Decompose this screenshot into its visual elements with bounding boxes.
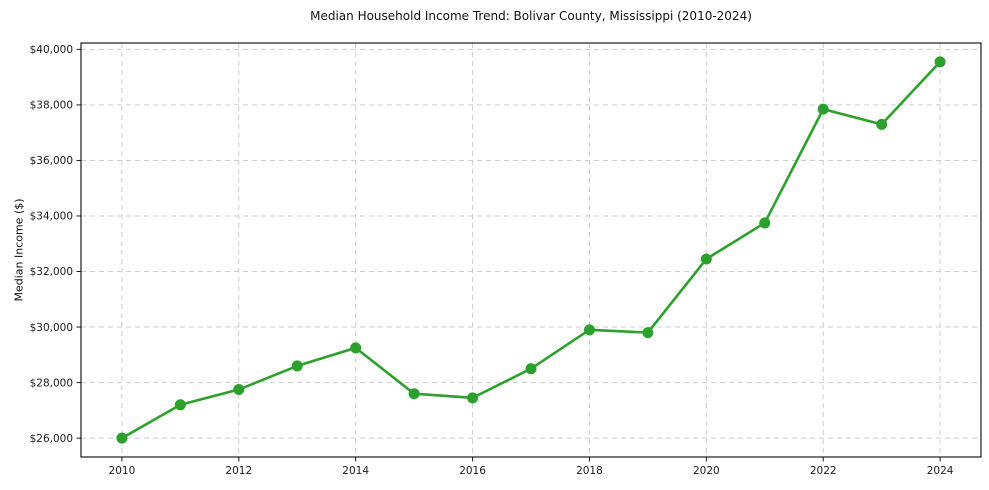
axes-frame	[80, 42, 982, 458]
data-point	[116, 432, 128, 444]
data-point	[700, 253, 712, 265]
data-point	[525, 363, 537, 375]
y-tick-label: $32,000	[30, 266, 73, 278]
y-tick-label: $30,000	[30, 322, 73, 334]
y-tick-label: $38,000	[30, 100, 73, 112]
data-point	[350, 342, 362, 354]
y-tick-label: $26,000	[30, 433, 73, 445]
data-point	[408, 388, 420, 400]
x-tick-label: 2016	[459, 465, 486, 477]
data-point	[583, 324, 595, 336]
x-tick-label: 2022	[810, 465, 837, 477]
data-point	[467, 392, 479, 404]
data-point	[817, 103, 829, 115]
x-tick-label: 2010	[109, 465, 136, 477]
trend-line	[120, 60, 942, 440]
data-point	[642, 327, 654, 339]
x-tick-label: 2018	[576, 465, 603, 477]
data-point	[174, 399, 186, 411]
y-tick-label: $36,000	[30, 155, 73, 167]
y-tick-label: $34,000	[30, 211, 73, 223]
y-tick-label: $28,000	[30, 377, 73, 389]
data-point	[876, 118, 888, 130]
x-tick-label: 2012	[225, 465, 252, 477]
chart-title: Median Household Income Trend: Bolivar C…	[310, 9, 752, 23]
data-point	[233, 384, 245, 396]
y-tick-label: $40,000	[30, 44, 73, 56]
data-point	[291, 360, 303, 372]
data-point	[759, 217, 771, 229]
data-point	[934, 56, 946, 68]
x-tick-label: 2024	[927, 465, 954, 477]
x-tick-label: 2014	[342, 465, 369, 477]
x-tick-label: 2020	[693, 465, 720, 477]
